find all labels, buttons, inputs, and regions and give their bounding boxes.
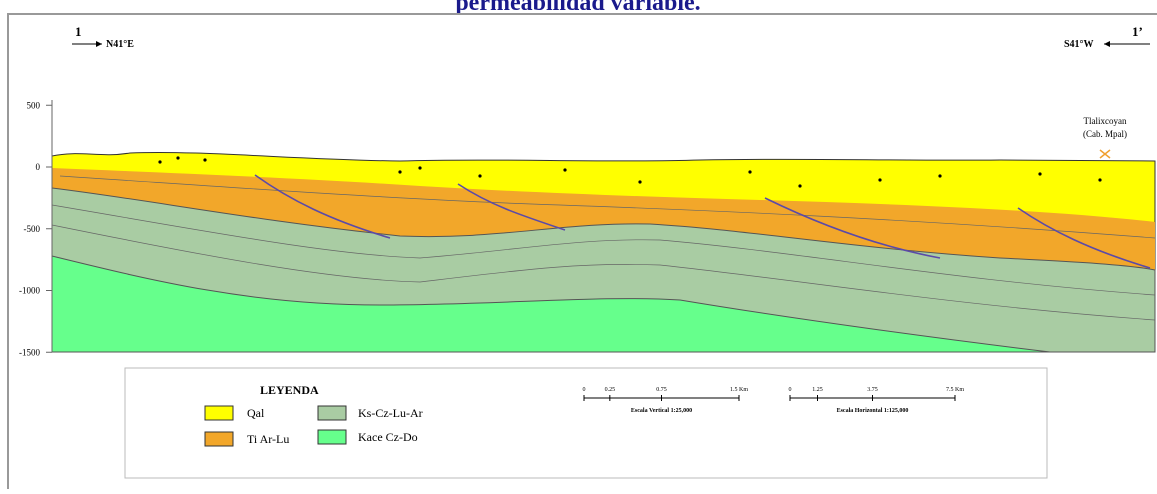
place-note: (Cab. Mpal) bbox=[1083, 129, 1127, 139]
scale-label: 0 bbox=[583, 387, 586, 393]
legend-swatch bbox=[317, 429, 347, 445]
gravel-dots bbox=[158, 156, 1102, 188]
legend-label: Qal bbox=[247, 406, 265, 420]
legend-swatch bbox=[204, 405, 234, 421]
layer-kace bbox=[51, 255, 1051, 353]
end-label: 1’ bbox=[1132, 24, 1143, 39]
tick-label: 0 bbox=[36, 162, 41, 172]
tick-label: -1500 bbox=[19, 347, 40, 357]
legend-swatch bbox=[317, 405, 347, 421]
strata-lines bbox=[51, 175, 1156, 321]
legend-title: LEYENDA bbox=[260, 383, 319, 397]
end-arrowhead bbox=[1104, 41, 1110, 47]
start-arrowhead bbox=[96, 41, 102, 47]
place-marker bbox=[1099, 149, 1111, 159]
scale-caption: Escala Vertical 1:25,000 bbox=[631, 408, 692, 414]
legend-box bbox=[124, 367, 1048, 479]
place-name: Tlalixcoyan bbox=[1084, 116, 1127, 126]
title: permeabilidad variable. bbox=[455, 0, 700, 16]
tick-label: -500 bbox=[24, 224, 41, 234]
faults bbox=[254, 174, 1151, 269]
scale-label: 1.5 Km bbox=[730, 387, 748, 393]
scale-label: 0.75 bbox=[656, 387, 667, 393]
start-direction: N41°E bbox=[106, 39, 134, 50]
legend-swatch bbox=[204, 431, 234, 447]
end-direction: S41°W bbox=[1064, 39, 1094, 50]
scale-caption: Escala Horizontal 1:125,000 bbox=[837, 408, 909, 414]
start-label: 1 bbox=[75, 24, 82, 39]
legend-label: Ks-Cz-Lu-Ar bbox=[358, 406, 423, 420]
scale-label: 0 bbox=[789, 387, 792, 393]
tick-label: 500 bbox=[27, 100, 41, 110]
scale-label: 3.75 bbox=[867, 387, 878, 393]
scale-label: 0.25 bbox=[605, 387, 616, 393]
scale-label: 7.5 Km bbox=[946, 387, 964, 393]
scale-label: 1.25 bbox=[812, 387, 823, 393]
tick-label: -1000 bbox=[19, 286, 40, 296]
legend-label: Ti Ar-Lu bbox=[247, 432, 289, 446]
legend-label: Kace Cz-Do bbox=[358, 430, 418, 444]
